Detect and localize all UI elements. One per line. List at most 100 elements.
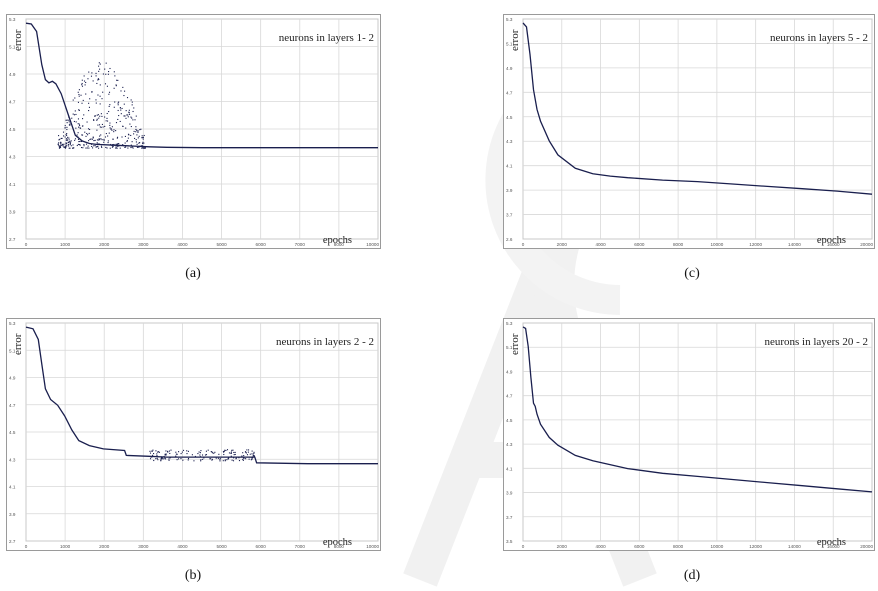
noise-point xyxy=(106,147,108,149)
noise-point xyxy=(89,128,91,131)
noise-point xyxy=(211,451,213,453)
y-tick-label: 4.3 xyxy=(506,139,513,144)
noise-point xyxy=(78,141,80,143)
noise-point xyxy=(97,78,99,80)
noise-point xyxy=(125,110,127,112)
noise-point xyxy=(193,460,195,462)
noise-point xyxy=(142,141,144,143)
noise-point xyxy=(143,147,145,149)
x-tick-label: 4000 xyxy=(595,242,606,247)
y-tick-label: 4.9 xyxy=(9,376,16,381)
noise-point xyxy=(74,97,76,99)
noise-point xyxy=(226,449,229,451)
noise-point xyxy=(149,458,152,460)
plot-area xyxy=(522,322,873,542)
error-curve xyxy=(522,22,873,195)
noise-point xyxy=(202,458,204,460)
noise-point xyxy=(218,453,220,455)
noise-point xyxy=(152,449,154,451)
noise-point xyxy=(235,457,237,459)
noise-point xyxy=(99,115,101,117)
noise-point xyxy=(116,79,118,81)
noise-point xyxy=(122,86,124,88)
noise-point xyxy=(233,457,235,459)
noise-point xyxy=(68,145,70,147)
noise-point xyxy=(175,453,177,455)
x-tick-label: 1000 xyxy=(60,242,71,247)
noise-point xyxy=(97,94,99,96)
noise-point xyxy=(117,102,119,104)
noise-point xyxy=(109,127,111,129)
noise-point xyxy=(151,450,153,452)
noise-point xyxy=(94,115,96,117)
caption-c: (c) xyxy=(684,266,700,281)
noise-point xyxy=(230,455,232,457)
noise-point xyxy=(251,453,253,455)
noise-point xyxy=(99,68,101,70)
noise-point xyxy=(227,458,229,460)
noise-point xyxy=(211,458,213,460)
x-tick-label: 4000 xyxy=(177,242,188,247)
noise-point xyxy=(138,142,140,144)
y-tick-label: 3.9 xyxy=(9,512,16,517)
noise-point xyxy=(68,119,70,121)
noise-point xyxy=(97,79,99,81)
noise-point xyxy=(165,453,167,455)
noise-point xyxy=(84,131,86,133)
noise-point xyxy=(123,103,125,105)
noise-point xyxy=(104,136,107,138)
noise-point xyxy=(64,136,66,138)
y-tick-label: 5.1 xyxy=(506,345,513,350)
noise-point xyxy=(102,91,104,93)
noise-point xyxy=(170,449,172,451)
noise-point xyxy=(76,144,78,147)
x-tick-label: 0 xyxy=(522,544,525,549)
noise-point xyxy=(233,454,235,456)
noise-point xyxy=(182,449,185,451)
noise-point xyxy=(110,128,112,130)
x-tick-label: 10000 xyxy=(710,242,723,247)
noise-point xyxy=(187,457,190,460)
y-tick-label: 2.6 xyxy=(506,237,513,242)
noise-point xyxy=(104,125,106,127)
noise-point xyxy=(99,126,101,128)
noise-point xyxy=(80,94,82,96)
noise-point xyxy=(66,139,68,142)
noise-point xyxy=(149,452,152,454)
noise-point xyxy=(152,454,154,456)
noise-point xyxy=(72,99,74,101)
noise-point xyxy=(168,458,170,460)
noise-point xyxy=(176,459,178,461)
y-tick-label: 4.5 xyxy=(506,418,513,423)
noise-point xyxy=(123,94,125,97)
noise-point xyxy=(135,131,137,133)
noise-point xyxy=(72,113,74,115)
noise-point xyxy=(85,147,87,149)
noise-point xyxy=(69,143,71,146)
noise-point xyxy=(57,144,59,146)
noise-point xyxy=(63,146,65,149)
noise-point xyxy=(122,125,124,128)
noise-point xyxy=(251,450,253,452)
noise-point xyxy=(225,449,227,452)
noise-point xyxy=(66,132,68,135)
chart-title: neurons in layers 5 - 2 xyxy=(770,32,868,44)
noise-point xyxy=(139,141,141,144)
noise-point xyxy=(74,139,76,141)
noise-point xyxy=(155,458,157,460)
caption-d: (d) xyxy=(683,568,701,583)
noise-point xyxy=(130,146,132,149)
noise-point xyxy=(77,123,79,125)
noise-point xyxy=(114,75,116,77)
noise-point xyxy=(62,145,64,147)
noise-point xyxy=(77,101,80,103)
noise-point xyxy=(67,136,69,138)
noise-point xyxy=(83,145,85,147)
noise-point xyxy=(92,80,94,82)
noise-point xyxy=(74,110,76,112)
y-axis-label: error xyxy=(509,29,521,51)
noise-point xyxy=(64,147,67,149)
y-tick-label: 4.9 xyxy=(9,72,16,77)
y-tick-label: 4.1 xyxy=(9,182,16,187)
noise-point xyxy=(144,147,146,149)
